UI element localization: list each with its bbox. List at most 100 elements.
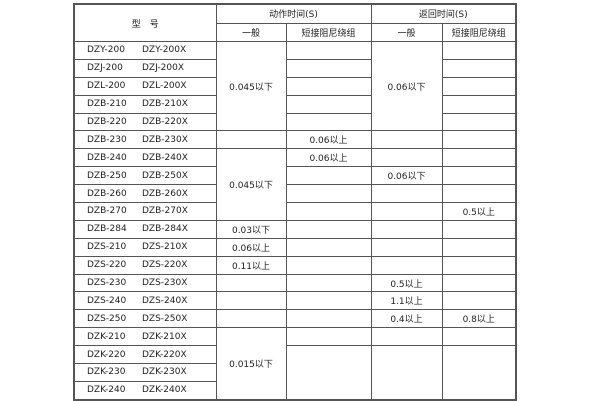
model-a: DZS-230 (87, 278, 127, 289)
model-a: DZY-200 (87, 45, 125, 56)
model-cell: DZB-250 DZB-250X (73, 166, 217, 186)
action-general-header: 一般 (215, 22, 287, 42)
action-short-cell (285, 58, 372, 78)
model-a: DZK-240 (87, 385, 126, 396)
return-short-cell (441, 219, 517, 239)
model-b: DZB-220X (142, 117, 188, 127)
action-short-cell (285, 255, 372, 275)
table-row: DZK-220 DZK-220X (73, 345, 517, 401)
model-b: DZB-210X (142, 99, 188, 110)
action-general-cell: 0.06以上 (215, 237, 287, 257)
model-cell: DZB-260 DZB-260X (73, 184, 217, 204)
model-a: DZK-230 (87, 367, 126, 378)
return-general-cell: 0.06以下 (370, 40, 443, 132)
table-row: DZK-210 DZK-210X 0.015以下 (73, 327, 517, 401)
action-short-cell (285, 219, 372, 239)
return-short-header: 短接阻尼绕组 (441, 22, 517, 42)
table-row: DZS-210 DZS-210X 0.06以上 (73, 237, 517, 257)
model-cell: DZY-200 DZY-200X (73, 41, 217, 60)
model-cell: DZK-210 DZK-210X (73, 327, 217, 347)
action-short-cell (285, 76, 372, 96)
action-general-cell: 0.045以下 (215, 148, 287, 221)
table-row: DZB-260 DZB-260X (73, 184, 517, 204)
action-general-cell: 0.03以下 (215, 219, 287, 239)
table-row: DZJ-200 DZJ-200X (73, 58, 517, 78)
return-short-cell (441, 130, 517, 150)
model-b: DZK-230X (142, 367, 187, 378)
model-b: DZB-284X (142, 224, 188, 235)
table-row: DZY-200 DZY-200X 0.045以下 0.06以下 (73, 40, 517, 132)
model-b: DZS-220X (142, 260, 188, 271)
action-short-cell (285, 112, 372, 132)
return-short-cell (441, 112, 517, 132)
model-b: DZS-240X (142, 295, 188, 306)
model-b: DZY-200X (142, 45, 187, 56)
action-general-cell: 0.11以上 (215, 255, 287, 275)
action-short-cell (285, 184, 372, 204)
return-short-cell (441, 41, 517, 60)
table-row: DZB-210 DZB-210X (73, 94, 517, 114)
header-row: 型 号 动作时间(S) 返回时间(S) (73, 3, 517, 42)
model-b: DZK-210X (142, 331, 187, 342)
return-short-cell (441, 255, 517, 275)
return-short-cell: 0.8以上 (441, 309, 517, 329)
model-cell: DZL-200 DZL-200X (73, 76, 217, 96)
model-cell: DZK-220 DZK-220X (73, 345, 217, 365)
model-a: DZL-200 (87, 81, 126, 92)
model-b: DZL-200X (142, 81, 187, 92)
model-b: DZK-220X (142, 349, 187, 360)
model-cell: DZS-230 DZS-230X (73, 273, 217, 293)
return-short-cell (441, 184, 517, 204)
model-cell: DZS-220 DZS-220X (73, 255, 217, 275)
action-short-cell: 0.06以上 (285, 130, 372, 150)
model-cell: DZB-220 DZB-220X (73, 112, 217, 132)
table-row: DZB-270 DZB-270X 0.5以上 (73, 202, 517, 221)
model-a: DZK-210 (87, 331, 126, 342)
return-general-cell (370, 255, 443, 275)
return-short-cell (441, 148, 517, 168)
table-row: DZB-284 DZB-284X 0.03以下 (73, 219, 517, 239)
table-row: DZL-200 DZL-200X (73, 76, 517, 96)
model-cell: DZB-284 DZB-284X (73, 219, 217, 239)
return-general-cell (370, 202, 443, 221)
model-cell: DZB-230 DZB-230X (73, 130, 217, 150)
table-row: DZB-250 DZB-250X 0.06以下 (73, 166, 517, 186)
model-cell: DZK-240 DZK-240X (73, 380, 217, 401)
model-a: DZB-270 (87, 206, 127, 217)
action-general-cell (215, 130, 287, 150)
model-b: DZK-240X (142, 385, 187, 396)
return-short-cell (441, 237, 517, 257)
model-a: DZB-210 (87, 99, 127, 110)
return-general-cell (370, 130, 443, 150)
action-short-cell (285, 327, 372, 347)
return-time-header: 返回时间(S) (370, 3, 517, 24)
return-general-cell (370, 148, 443, 168)
return-short-cell (441, 94, 517, 114)
table-row: DZK-230 DZK-230X (73, 363, 516, 382)
action-short-cell (285, 202, 372, 221)
return-short-cell (441, 58, 517, 78)
model-a: DZB-250 (87, 170, 127, 181)
model-header: 型 号 (73, 3, 217, 42)
action-time-header: 动作时间(S) (215, 3, 372, 24)
model-a: DZB-230 (87, 134, 127, 145)
model-b: DZB-250X (142, 170, 188, 181)
model-b: DZB-260X (142, 188, 188, 199)
return-general-cell (370, 345, 443, 401)
return-short-cell (441, 76, 517, 96)
action-short-cell (285, 291, 372, 311)
model-a: DZS-250 (87, 313, 127, 324)
model-a: DZK-220 (87, 349, 126, 360)
table-row: DZS-250 DZS-250X 0.4以上 0.8以上 (73, 309, 517, 329)
relay-spec-table: 型 号 动作时间(S) 返回时间(S) 一般 短接阻尼绕组 一般 短接阻尼绕组 … (73, 3, 517, 401)
model-b: DZB-240X (142, 152, 188, 163)
model-cell: DZS-240 DZS-240X (73, 291, 217, 311)
action-short-cell (285, 94, 372, 114)
table-row: DZK-240 DZK-240X (73, 380, 516, 401)
return-short-cell: 0.5以上 (441, 202, 517, 221)
action-short-cell: 0.06以上 (285, 148, 372, 168)
model-cell: DZB-270 DZB-270X (73, 202, 217, 221)
action-short-header: 短接阻尼绕组 (285, 22, 372, 42)
model-b: DZS-210X (142, 242, 188, 253)
return-short-cell (441, 273, 517, 293)
